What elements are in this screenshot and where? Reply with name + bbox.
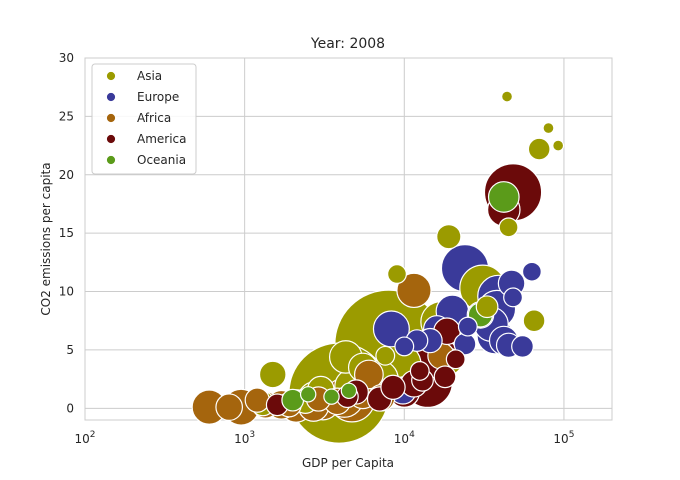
y-tick-label: 10 <box>59 285 74 299</box>
legend-label: Asia <box>137 69 162 83</box>
bubble-america <box>445 349 466 370</box>
legend-marker <box>106 134 116 144</box>
bubble-africa <box>215 393 244 421</box>
bubble-asia <box>552 139 565 152</box>
bubble-america <box>380 374 406 400</box>
bubble-asia <box>258 360 287 389</box>
bubble-asia <box>475 295 499 319</box>
legend-marker <box>106 155 116 165</box>
bubble-oceania <box>323 388 340 405</box>
x-axis-label: GDP per Capita <box>302 456 394 470</box>
x-tick-label: 102 <box>74 430 95 446</box>
x-tick-label: 103 <box>234 430 255 446</box>
bubble-africa <box>396 272 432 309</box>
legend-label: Africa <box>137 111 171 125</box>
legend-box <box>91 63 197 175</box>
legend-marker <box>106 92 116 102</box>
x-tick-labels: 102 103 104 105 <box>74 430 574 446</box>
y-tick-label: 15 <box>59 226 74 240</box>
chart-title: Year: 2008 <box>310 36 385 52</box>
bubble-europe <box>511 335 534 358</box>
bubble-oceania <box>487 181 520 213</box>
x-tick-label: 105 <box>553 430 574 446</box>
bubble-asia <box>527 137 551 161</box>
bubble-europe <box>503 287 524 308</box>
y-tick-label: 0 <box>66 401 74 415</box>
legend-marker <box>106 71 116 81</box>
y-axis-label: CO2 emissions per capita <box>39 162 53 315</box>
bubble-asia <box>542 122 555 135</box>
legend-label: Europe <box>137 90 179 104</box>
y-tick-label: 5 <box>66 343 74 357</box>
bubble-oceania <box>299 386 317 403</box>
bubble-asia <box>522 309 546 333</box>
bubble-asia <box>436 223 462 250</box>
bubble-europe <box>521 261 542 282</box>
y-tick-labels: 0 5 10 15 20 25 30 <box>59 51 74 415</box>
y-tick-label: 25 <box>59 109 74 123</box>
bubble-asia <box>498 217 519 238</box>
bubble-europe <box>394 336 415 357</box>
bubble-africa <box>244 387 270 413</box>
legend: Asia Europe Africa America Oceania <box>91 63 197 175</box>
y-tick-label: 30 <box>59 51 74 65</box>
bubble-america <box>409 361 430 381</box>
bubble-asia <box>375 345 396 366</box>
legend-marker <box>106 113 116 123</box>
y-tick-label: 20 <box>59 168 74 182</box>
bubble-asia <box>387 264 407 284</box>
legend-label: Oceania <box>137 153 186 167</box>
x-tick-label: 104 <box>394 430 415 446</box>
bubble-layer <box>191 90 565 444</box>
bubble-america <box>433 365 457 389</box>
bubble-europe <box>457 316 478 337</box>
bubble-oceania <box>340 382 358 400</box>
bubble-asia <box>501 90 514 103</box>
legend-label: America <box>137 132 187 146</box>
